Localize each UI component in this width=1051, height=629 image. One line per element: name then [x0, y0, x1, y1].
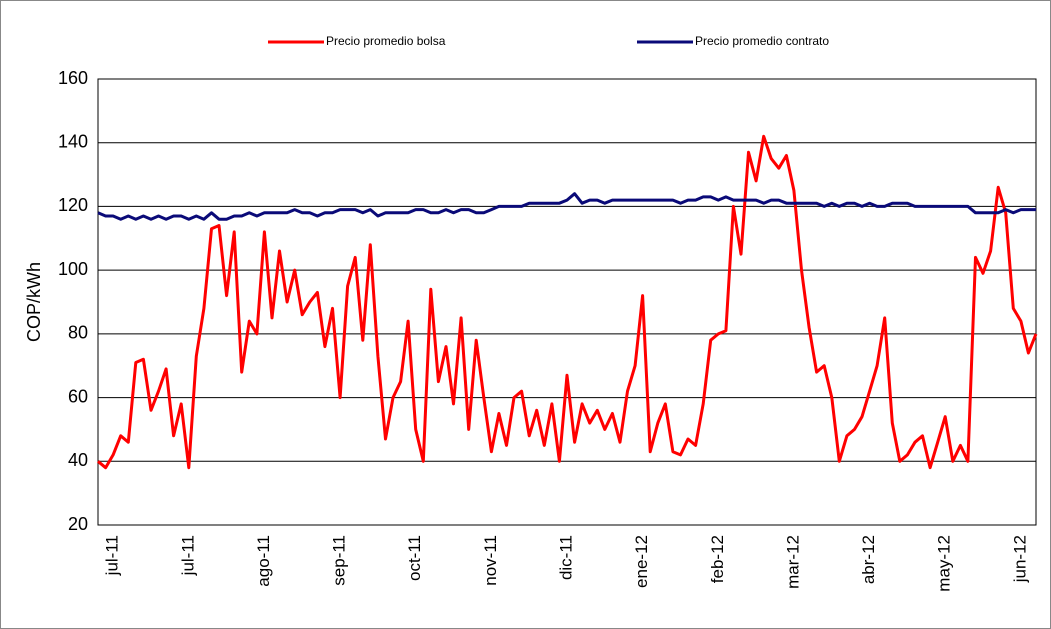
x-tick-label: ago-11 — [254, 535, 273, 587]
y-tick-label: 40 — [68, 450, 88, 470]
x-tick-label: mar-12 — [783, 535, 802, 589]
plot-frame — [97, 78, 1037, 526]
legend: Precio promedio bolsa Precio promedio con… — [268, 34, 829, 48]
x-tick-label: oct-11 — [405, 535, 424, 581]
y-axis-label: COP/kWh — [24, 262, 44, 342]
y-tick-label: 60 — [68, 386, 88, 406]
x-tick-label: dic-11 — [556, 535, 575, 580]
x-tick-label: jul-11 — [103, 535, 122, 576]
x-tick-label: jul-11 — [178, 535, 197, 576]
x-tick-label: jun-12 — [1010, 535, 1029, 583]
x-tick-label: abr-12 — [859, 535, 878, 584]
x-tick-label: feb-12 — [708, 535, 727, 583]
series-line — [97, 134, 1038, 470]
y-tick-label: 80 — [68, 323, 88, 343]
legend-label: Precio promedio contrato — [695, 34, 829, 48]
x-tick-label: ene-12 — [632, 535, 651, 588]
y-tick-label: 160 — [58, 68, 88, 88]
y-tick-label: 20 — [68, 514, 88, 534]
legend-label: Precio promedio bolsa — [326, 34, 446, 48]
series-line — [97, 192, 1036, 221]
x-tick-label: may-12 — [935, 535, 954, 592]
y-tick-label: 120 — [58, 195, 88, 215]
x-tick-label: sep-11 — [330, 535, 349, 586]
y-tick-label: 140 — [58, 131, 88, 151]
y-tick-label: 100 — [58, 259, 88, 279]
x-tick-label: nov-11 — [481, 535, 500, 586]
